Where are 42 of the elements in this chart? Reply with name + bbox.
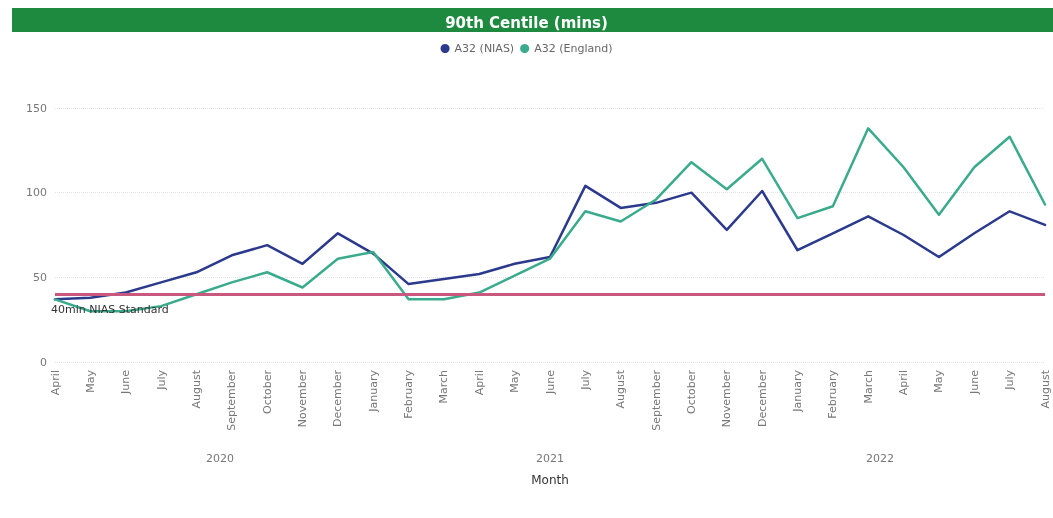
- x-tick-label: September: [649, 369, 663, 431]
- x-tick-label: February: [826, 369, 840, 419]
- x-axis-title: Month: [531, 473, 569, 487]
- text: 2022: [866, 451, 894, 465]
- legend-label: A32 (England): [534, 42, 613, 55]
- y-tick-label: 0: [40, 355, 47, 369]
- x-tick-label: January: [791, 369, 804, 413]
- x-tick-label: March: [437, 369, 451, 404]
- y-tick-label: 150: [26, 101, 47, 115]
- legend-label: A32 (NIAS): [454, 42, 515, 55]
- x-tick-label: April: [472, 370, 486, 396]
- x-tick-label: January: [366, 369, 380, 413]
- x-tick-label: June: [967, 369, 981, 395]
- x-tick-label: August: [614, 369, 628, 409]
- x-tick-label: October: [684, 369, 698, 415]
- x-tick-label: December: [755, 369, 769, 428]
- y-tick-label: 100: [26, 186, 47, 200]
- x-tick-label: October: [260, 369, 274, 415]
- y-tick-label: 50: [33, 270, 47, 284]
- x-tick-label: February: [402, 369, 416, 419]
- x-tick-label: November: [296, 369, 309, 428]
- text: 2021: [536, 451, 564, 465]
- x-tick-label: July: [154, 369, 168, 391]
- x-tick-label: September: [225, 369, 239, 431]
- x-tick-label: July: [1003, 369, 1017, 391]
- x-tick-label: April: [897, 370, 911, 396]
- x-tick-label: July: [578, 369, 592, 391]
- line-series: [53, 184, 1047, 301]
- x-tick-label: August: [1038, 369, 1052, 409]
- x-tick-label: December: [331, 369, 345, 428]
- x-tick-label: May: [508, 369, 522, 393]
- text: 2020: [206, 451, 234, 465]
- x-tick-label: November: [720, 369, 734, 428]
- x-tick-label: June: [119, 369, 133, 395]
- line-series: [53, 127, 1047, 313]
- x-tick-label: August: [189, 369, 203, 409]
- chart-title: 90th Centile (mins): [445, 13, 608, 32]
- x-tick-label: May: [83, 369, 97, 393]
- x-tick-label: June: [543, 369, 557, 395]
- x-tick-label: May: [932, 369, 946, 393]
- x-tick-label: March: [861, 369, 875, 404]
- x-tick-label: April: [48, 370, 62, 396]
